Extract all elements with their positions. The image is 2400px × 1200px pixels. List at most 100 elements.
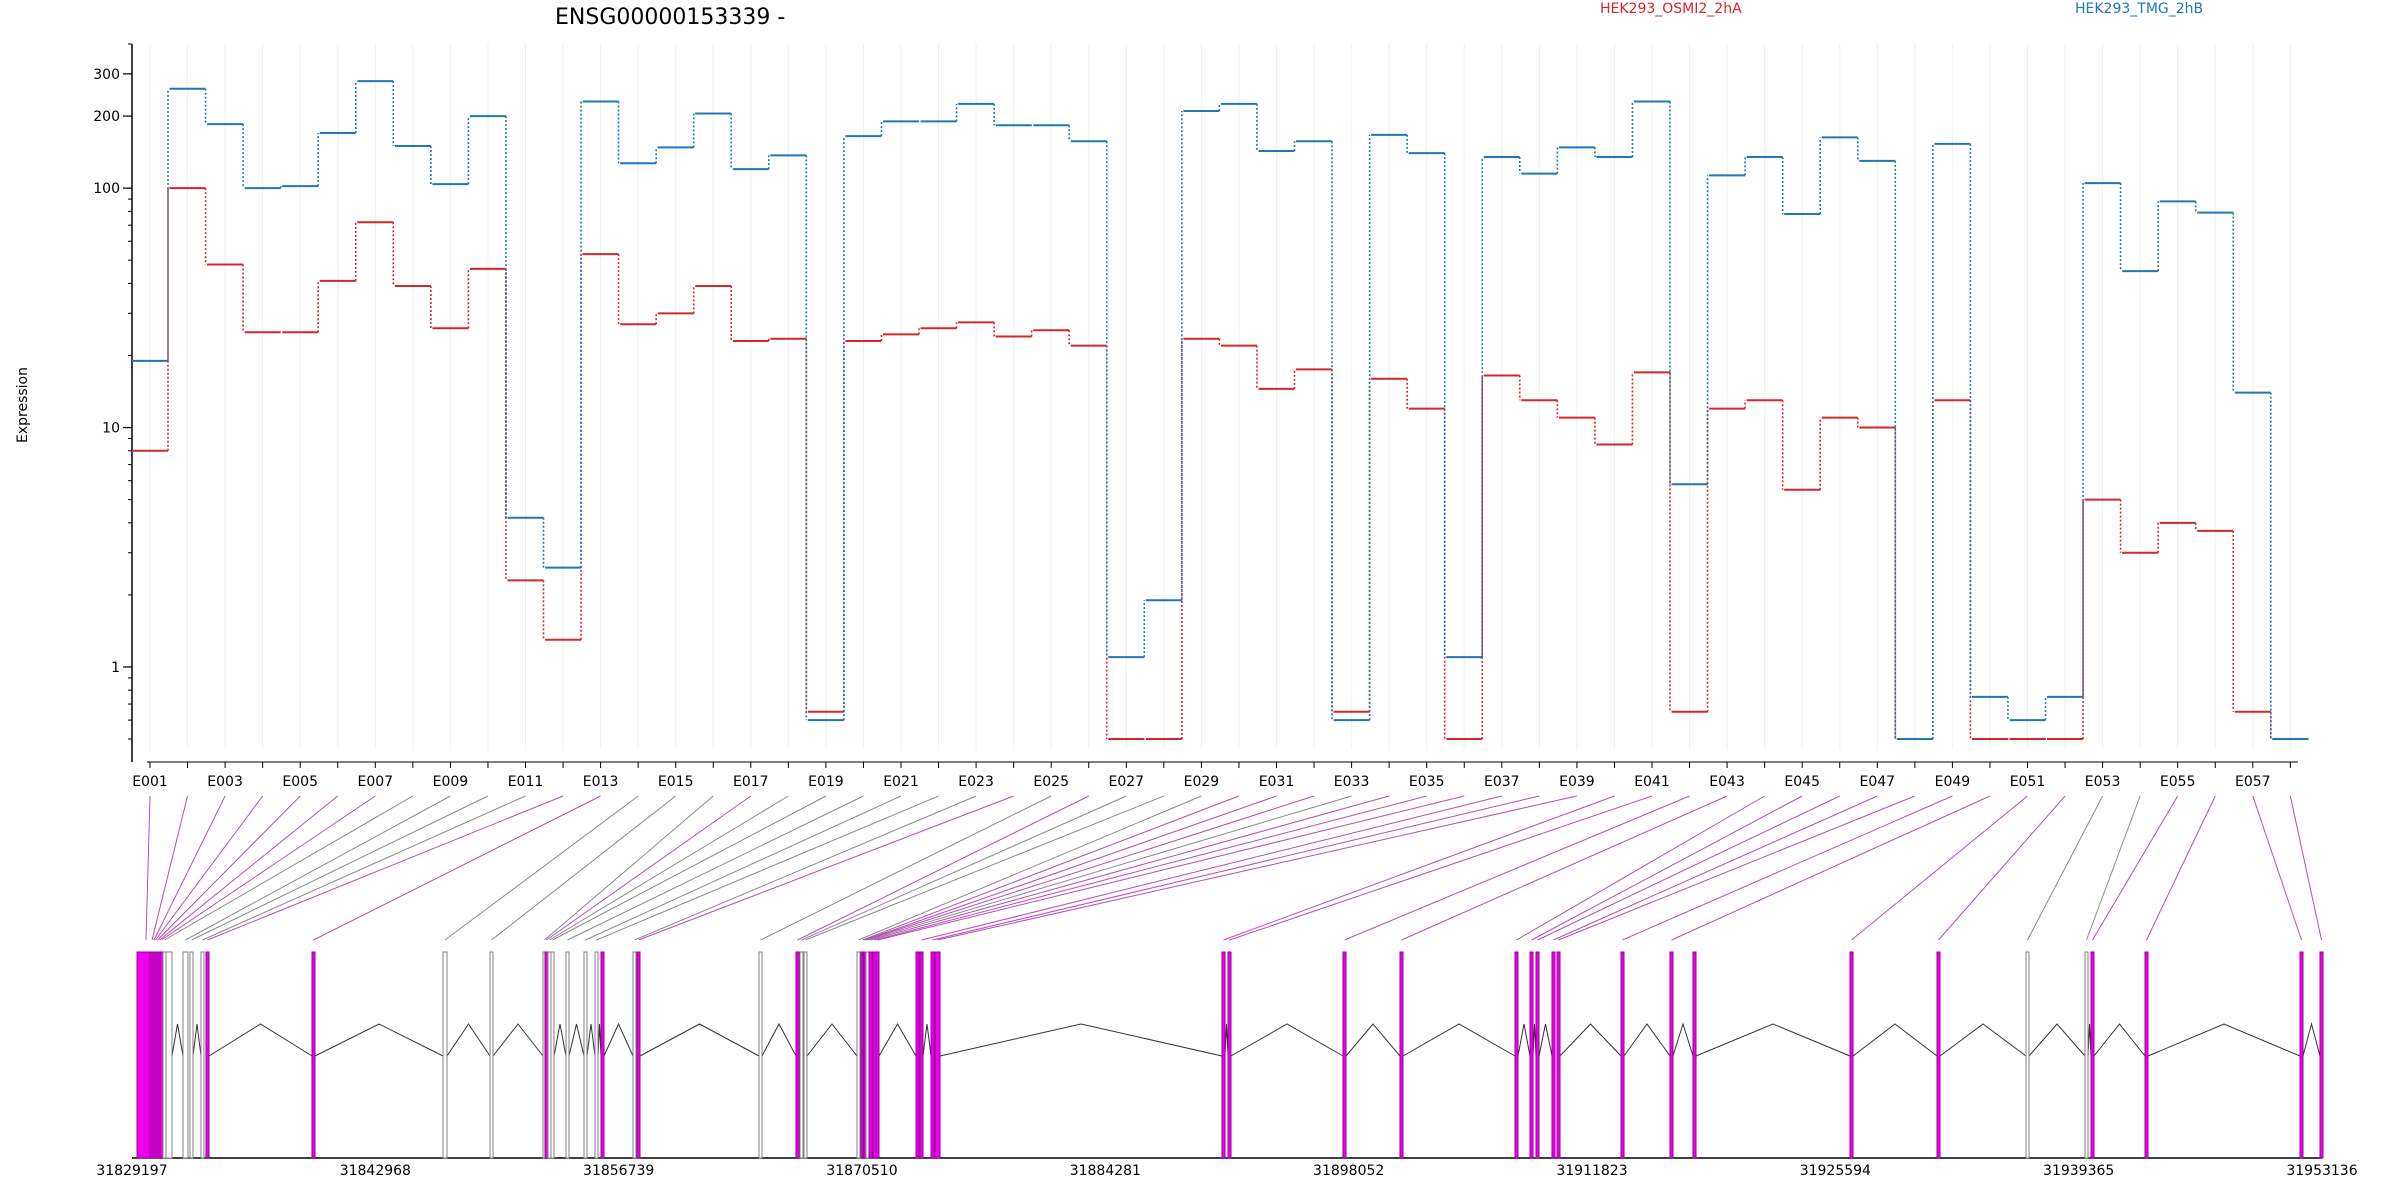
exon-connector: [874, 795, 1427, 941]
gene-coordinate-label: 31870510: [826, 1163, 897, 1179]
gene-coordinate-label: 31829197: [96, 1163, 167, 1179]
x-tick-label: E045: [1784, 774, 1820, 790]
exon-connector: [805, 795, 1165, 941]
x-tick-label: E029: [1184, 774, 1220, 790]
legend-entry: HEK293_OSMI2_2hA: [1600, 1, 1742, 17]
intron-line: [446, 1023, 491, 1057]
y-tick-label: 300: [93, 67, 120, 83]
x-tick-label: E027: [1109, 774, 1145, 790]
x-tick-label: E055: [2160, 774, 2196, 790]
intron-line: [1230, 1023, 1344, 1057]
exon-block: [1227, 951, 1232, 1159]
exon-block: [868, 951, 873, 1159]
gene-coordinate-label: 31925594: [1800, 1163, 1871, 1179]
x-tick-label: E011: [508, 774, 544, 790]
y-tick-label: 10: [102, 421, 120, 437]
exon-block: [583, 951, 588, 1159]
exon-block: [636, 951, 641, 1159]
intron-line: [553, 1023, 567, 1057]
exon-connector: [153, 795, 226, 941]
exon-block: [875, 951, 880, 1159]
exon-connector: [567, 795, 864, 941]
exon-block: [1620, 951, 1625, 1159]
exon-block: [632, 951, 637, 1159]
exon-block: [442, 951, 448, 1159]
x-tick-label: E015: [658, 774, 694, 790]
exon-block: [1551, 951, 1556, 1159]
exon-connector: [164, 795, 414, 941]
exon-connector: [1553, 795, 1878, 941]
exon-block: [1399, 951, 1404, 1159]
intron-line: [171, 1023, 184, 1057]
exon-connector: [161, 795, 376, 941]
x-tick-label: E023: [958, 774, 994, 790]
exon-block: [915, 951, 920, 1159]
exon-connector: [867, 795, 1352, 941]
exon-connector: [634, 795, 977, 941]
exon-connector: [1938, 795, 2066, 941]
exon-block: [1514, 951, 1519, 1159]
exon-connector: [864, 795, 1277, 941]
exon-connector: [491, 795, 677, 941]
exon-block: [934, 951, 941, 1159]
exon-connector: [191, 795, 489, 941]
exon-connector: [2289, 795, 2322, 941]
exon-connector: [185, 795, 451, 941]
gene-coordinate-label: 31953136: [2286, 1163, 2357, 1179]
y-tick-label: 100: [93, 181, 120, 197]
gene-coordinate-label: 31939365: [2043, 1163, 2114, 1179]
exon-block: [165, 951, 173, 1159]
x-tick-label: E057: [2235, 774, 2271, 790]
x-tick-label: E005: [282, 774, 318, 790]
exon-connector: [1558, 795, 1916, 941]
exon-connector: [546, 795, 752, 941]
exon-connector: [937, 795, 1578, 941]
gene-coordinate-label: 31898052: [1313, 1163, 1384, 1179]
exon-block: [919, 951, 924, 1159]
exon-block: [856, 951, 861, 1159]
intron-line: [2147, 1023, 2301, 1057]
legend-entry: HEK293_TMG_2hB: [2075, 1, 2203, 17]
exon-connector: [1223, 795, 1615, 941]
exon-block: [489, 951, 494, 1159]
x-tick-label: E049: [1935, 774, 1971, 790]
intron-line: [1695, 1023, 1851, 1057]
x-tick-label: E031: [1259, 774, 1295, 790]
x-tick-label: E013: [583, 774, 619, 790]
intron-line: [939, 1023, 1223, 1057]
x-tick-label: E017: [733, 774, 769, 790]
exon-connector: [596, 795, 939, 941]
x-tick-label: E039: [1559, 774, 1595, 790]
exon-connector: [1401, 795, 1728, 941]
exon-connector: [1531, 795, 1803, 941]
gene-coordinate-label: 31911823: [1556, 1163, 1627, 1179]
exon-connector: [921, 795, 1502, 941]
intron-line: [639, 1023, 760, 1057]
exon-connector: [2146, 795, 2216, 941]
intron-line: [492, 1023, 544, 1057]
exon-block: [1669, 951, 1674, 1159]
intron-line: [2302, 1022, 2321, 1057]
exon-connector: [2092, 795, 2179, 941]
exon-connector: [155, 795, 264, 941]
exon-connector: [1671, 795, 1991, 941]
intron-line: [761, 1022, 797, 1057]
exon-block: [758, 951, 763, 1159]
exon-block: [1529, 951, 1534, 1159]
exon-connector: [865, 795, 1315, 941]
exon-connector: [877, 795, 1465, 941]
exon-connector: [1622, 795, 1953, 941]
intron-line: [1623, 1023, 1671, 1057]
exon-connector: [1229, 795, 1653, 941]
exon-connector: [145, 795, 151, 941]
exon-block: [2299, 951, 2304, 1159]
exon-connector: [2027, 795, 2104, 941]
x-tick-label: E003: [207, 774, 243, 790]
exon-block: [799, 951, 804, 1159]
x-tick-label: E051: [2010, 774, 2046, 790]
intron-line: [1538, 1023, 1553, 1057]
x-tick-label: E007: [358, 774, 394, 790]
x-tick-label: E021: [883, 774, 919, 790]
exon-connector: [760, 795, 1052, 941]
x-tick-label: E033: [1334, 774, 1370, 790]
